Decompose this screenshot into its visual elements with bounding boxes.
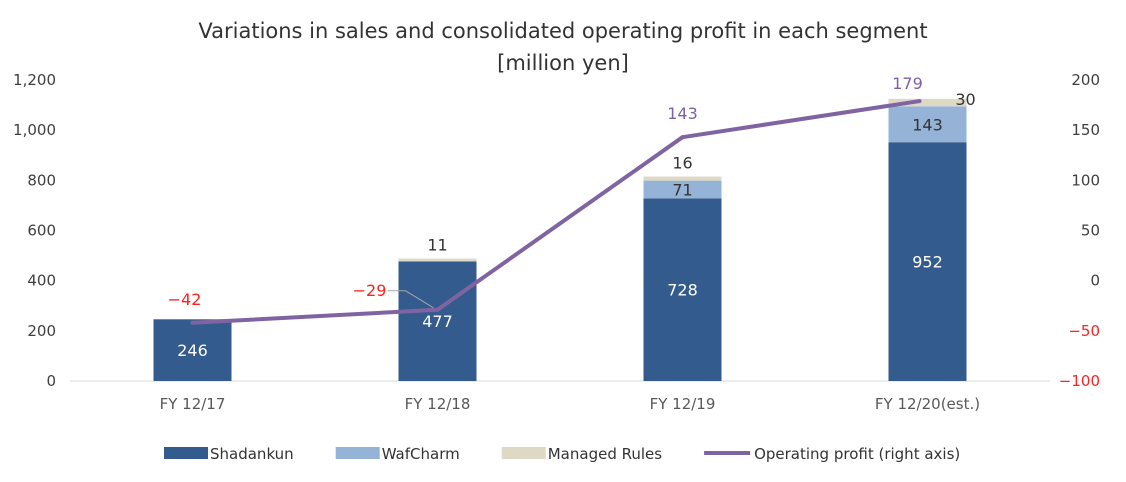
data-label-wafcharm: 143 bbox=[912, 115, 943, 134]
legend-label: WafCharm bbox=[382, 445, 460, 463]
plot-area: 0 200 400 600 800 1,000 1,200 −100 −50 0 50 100 150 2… bbox=[13, 71, 1100, 413]
data-label-managed-rules: 30 bbox=[955, 90, 975, 109]
legend-swatch bbox=[501, 447, 546, 459]
y-right-tick-label: 150 bbox=[1071, 121, 1100, 139]
data-label-shadankun: 952 bbox=[912, 253, 943, 272]
x-tick-label: FY 12/19 bbox=[650, 395, 716, 413]
bar-shadankun bbox=[888, 142, 967, 381]
legend-swatch bbox=[335, 447, 380, 459]
bar-shadankun bbox=[643, 198, 722, 381]
data-label-managed-rules: 11 bbox=[427, 236, 447, 255]
legend-label: Managed Rules bbox=[548, 445, 663, 463]
data-label-operating-profit: 143 bbox=[667, 104, 698, 123]
y-left-tick-label: 800 bbox=[27, 171, 56, 189]
bar-shadankun bbox=[153, 319, 232, 381]
data-label-wafcharm: 71 bbox=[672, 180, 692, 199]
y-right-tick-label: 100 bbox=[1071, 171, 1100, 189]
legend-label: Operating profit (right axis) bbox=[754, 445, 960, 463]
bar-managed-rules bbox=[398, 258, 477, 262]
x-tick-label: FY 12/18 bbox=[405, 395, 471, 413]
bar-managed-rules bbox=[888, 98, 967, 107]
y-right-tick-label: −100 bbox=[1059, 372, 1100, 390]
y-left-tick-label: 1,200 bbox=[13, 71, 56, 89]
y-left-tick-label: 200 bbox=[27, 322, 56, 340]
chart-subtitle: [million yen] bbox=[497, 51, 629, 75]
bar-managed-rules bbox=[643, 176, 722, 181]
y-left-tick-label: 400 bbox=[27, 272, 56, 290]
bar-shadankun bbox=[398, 261, 477, 381]
legend: Shadankun WafCharm Managed Rules Operating … bbox=[164, 445, 960, 463]
x-tick-label: FY 12/20(est.) bbox=[875, 395, 980, 413]
data-label-shadankun: 477 bbox=[422, 312, 453, 331]
y-right-tick-label: 0 bbox=[1090, 272, 1100, 290]
operating-profit-line bbox=[192, 99, 920, 325]
x-tick-label: FY 12/17 bbox=[160, 395, 226, 413]
data-label-operating-profit: −42 bbox=[168, 290, 202, 309]
operating-profit-point bbox=[190, 320, 195, 325]
bar-wafcharm bbox=[643, 180, 722, 199]
y-right-tick-label: 50 bbox=[1081, 222, 1100, 240]
legend-swatch bbox=[164, 447, 208, 459]
y-left-tick-label: 600 bbox=[27, 222, 56, 240]
bar-wafcharm bbox=[888, 106, 967, 143]
operating-profit-point bbox=[680, 135, 685, 140]
data-label-managed-rules: 16 bbox=[672, 154, 692, 173]
chart-title: Variations in sales and consolidated ope… bbox=[198, 19, 927, 43]
y-left-tick-label: 1,000 bbox=[13, 121, 56, 139]
y-right-tick-label: −50 bbox=[1068, 322, 1100, 340]
y-left-tick-label: 0 bbox=[46, 372, 56, 390]
operating-profit-point bbox=[435, 307, 440, 312]
data-label-shadankun: 728 bbox=[667, 281, 698, 300]
legend-label: Shadankun bbox=[210, 445, 294, 463]
data-label-operating-profit: −29 bbox=[353, 281, 387, 300]
operating-profit-point bbox=[917, 99, 922, 104]
y-right-tick-label: 200 bbox=[1071, 71, 1100, 89]
data-label-shadankun: 246 bbox=[177, 341, 208, 360]
leader-line bbox=[387, 290, 434, 309]
data-label-operating-profit: 179 bbox=[892, 74, 923, 93]
